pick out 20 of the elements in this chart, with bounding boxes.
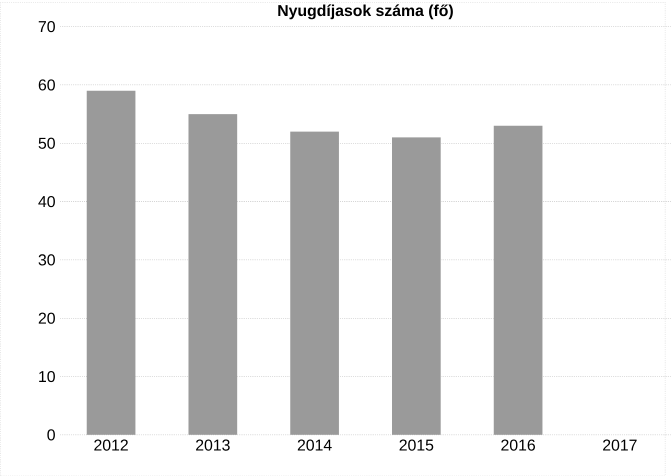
x-tick-label: 2016 (501, 439, 535, 451)
y-tick-label: 30 (38, 254, 55, 266)
x-tick-label: 2013 (196, 439, 230, 451)
x-tick-label: 2017 (603, 439, 637, 451)
bar (392, 137, 441, 435)
y-tick-label: 10 (39, 370, 55, 382)
y-tick-label: 40 (38, 196, 55, 207)
x-tick-label: 2012 (94, 439, 128, 451)
y-tick-label: 70 (38, 20, 55, 32)
bar (86, 90, 136, 435)
y-tick-label: 50 (38, 138, 55, 149)
y-tick-label: 20 (38, 312, 55, 324)
chart-title: Nyugdíjasok száma (fő) (278, 4, 453, 20)
bar (494, 126, 542, 435)
bar (188, 114, 238, 435)
y-tick-label: 0 (47, 429, 55, 440)
x-tick-label: 2015 (400, 439, 434, 451)
bar (290, 131, 339, 435)
x-tick-label: 2014 (298, 439, 332, 451)
y-tick-label: 60 (38, 79, 55, 90)
